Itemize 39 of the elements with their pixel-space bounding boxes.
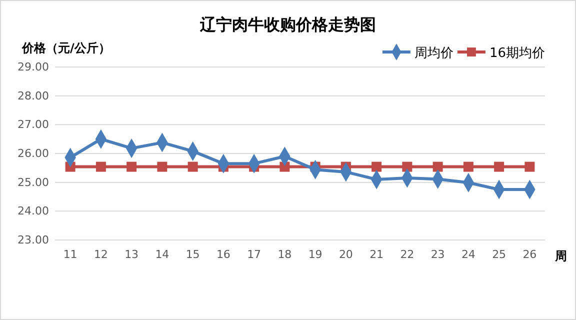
x-tick-label: 26 xyxy=(522,248,537,261)
y-tick-label: 26.00 xyxy=(18,147,49,160)
point xyxy=(157,162,168,172)
y-tick-label: 29.00 xyxy=(18,60,49,74)
y-tick-label: 27.00 xyxy=(18,118,49,132)
x-tick-label: 17 xyxy=(247,248,262,261)
y-tick-label: 24.00 xyxy=(18,204,49,218)
x-tick-label: 11 xyxy=(63,248,78,261)
x-tick-label: 16 xyxy=(216,248,230,261)
x-tick-label: 25 xyxy=(492,248,506,261)
point xyxy=(372,162,382,172)
point xyxy=(463,162,474,172)
legend-label: 16期均价 xyxy=(489,46,545,61)
legend-label: 周均价 xyxy=(414,46,454,61)
point xyxy=(494,162,504,172)
point xyxy=(96,162,106,172)
point xyxy=(402,162,412,172)
chart-title: 辽宁肉牛收购价格走势图 xyxy=(199,15,376,34)
x-tick-label: 21 xyxy=(370,248,384,261)
y-tick-label: 23.00 xyxy=(18,234,49,247)
y-tick-label: 25.00 xyxy=(18,176,49,189)
x-tick-label: 15 xyxy=(186,248,200,261)
x-tick-label: 14 xyxy=(155,248,170,261)
x-tick-label: 22 xyxy=(400,248,414,261)
y-axis-title: 价格（元/公斤） xyxy=(21,41,110,55)
x-tick-label: 19 xyxy=(308,248,322,261)
x-tick-label: 12 xyxy=(94,248,108,261)
x-tick-label: 24 xyxy=(461,248,476,261)
y-tick-label: 28.00 xyxy=(18,89,49,102)
point xyxy=(280,162,290,172)
point xyxy=(188,162,198,172)
point xyxy=(432,162,443,172)
x-tick-label: 23 xyxy=(430,248,445,261)
point xyxy=(126,162,137,172)
x-tick-label: 18 xyxy=(278,248,292,261)
x-axis-title: 周 xyxy=(554,249,567,263)
x-tick-label: 20 xyxy=(338,248,353,261)
point xyxy=(524,162,535,172)
x-tick-label: 13 xyxy=(124,248,139,261)
